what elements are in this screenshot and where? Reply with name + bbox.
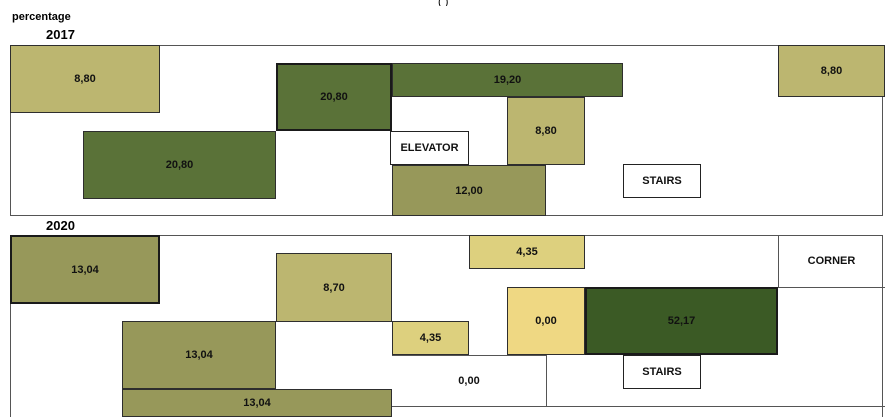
cell-2020-top-left: 13,04 <box>10 235 160 304</box>
label-2020-corner: CORNER <box>807 255 856 267</box>
wall-line-corner-left <box>778 235 779 287</box>
cell-2020-upper-center: 8,70 <box>276 253 392 322</box>
cell-2017-top-band: 19,20 <box>392 63 623 97</box>
cell-2017-top-left: 8,80 <box>10 45 160 113</box>
wall-line-corner-bottom <box>778 287 885 288</box>
cell-2017-center-upper: 20,80 <box>276 63 392 131</box>
cell-2020-bottom-left: 13,04 <box>122 389 392 417</box>
cell-2020-big-green: 52,17 <box>585 287 778 355</box>
year-label-2017: 2017 <box>46 27 75 42</box>
label-2020-stairs: STAIRS <box>623 355 701 389</box>
cell-2020-top-band: 4,35 <box>469 235 585 269</box>
year-label-2020: 2020 <box>46 218 75 233</box>
cell-2020-small-center: 4,35 <box>392 321 469 355</box>
cropped-panel-label: ( ) <box>438 0 449 6</box>
wall-line-bottom-divider <box>546 355 547 407</box>
cell-2017-left-lower: 20,80 <box>83 131 276 199</box>
wall-line-bottom-top <box>392 355 547 356</box>
cell-2020-yellow: 0,00 <box>507 287 585 355</box>
label-2017-elevator: ELEVATOR <box>390 131 469 165</box>
caption-percentage: percentage <box>12 11 71 23</box>
label-2017-stairs: STAIRS <box>623 164 701 198</box>
wall-line-bottom-edge <box>392 406 885 407</box>
cell-2017-top-right: 8,80 <box>778 45 885 97</box>
cell-2020-open-bottom: 0,00 <box>458 375 480 387</box>
cell-2017-small-right: 8,80 <box>507 97 585 165</box>
cell-2020-left-lower: 13,04 <box>122 321 276 389</box>
cell-2017-bottom-center: 12,00 <box>392 165 546 216</box>
